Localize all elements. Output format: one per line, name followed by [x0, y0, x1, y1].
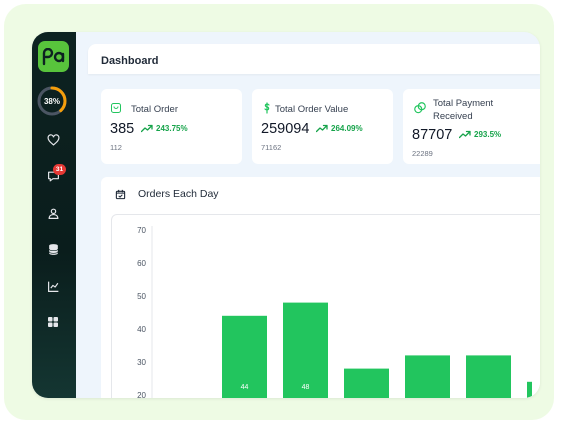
- trending-up-icon: [316, 124, 328, 133]
- stat-growth-value: 243.75%: [156, 124, 188, 133]
- stat-sub: 22289: [412, 149, 433, 158]
- heart-icon[interactable]: [45, 132, 61, 148]
- progress-ring: [37, 86, 67, 116]
- logo[interactable]: [38, 41, 69, 72]
- stat-growth: 264.09%: [316, 124, 363, 133]
- y-tick-label: 70: [137, 226, 146, 235]
- stat-card-total-payment[interactable]: Total Payment Received 87707 293.5% 2228…: [403, 89, 540, 164]
- chart-bar[interactable]: [527, 381, 532, 398]
- stat-card-total-order-value[interactable]: Total Order Value 259094 264.09% 71162: [252, 89, 393, 164]
- chart-bar[interactable]: [405, 355, 450, 398]
- orders-chart-card: Orders Each Day 70 60 50 40 30 20 44 48: [101, 177, 540, 398]
- user-icon[interactable]: [45, 205, 61, 221]
- stat-growth-value: 293.5%: [474, 130, 502, 139]
- sidebar: 38% 31: [32, 32, 76, 398]
- bar-value-label: 44: [241, 384, 249, 391]
- stat-growth: 293.5%: [459, 130, 501, 139]
- y-tick-label: 20: [137, 391, 146, 398]
- chart-title: Orders Each Day: [138, 188, 219, 200]
- bar-value-label: 48: [302, 384, 310, 391]
- stat-label-line1: Total Payment: [433, 98, 494, 109]
- page-title: Dashboard: [101, 55, 159, 67]
- chart-bar[interactable]: [222, 315, 267, 398]
- y-tick-label: 30: [137, 358, 146, 367]
- grid-icon[interactable]: [45, 314, 61, 330]
- stat-label: Total Order Value: [275, 104, 349, 115]
- trending-up-icon: [141, 124, 153, 133]
- chart-bar[interactable]: [344, 368, 389, 398]
- chart-bar[interactable]: [283, 302, 328, 398]
- stat-value: 385: [110, 121, 135, 137]
- database-icon[interactable]: [45, 241, 61, 257]
- y-tick-label: 50: [137, 292, 146, 301]
- stat-label-line2: Received: [433, 111, 473, 122]
- y-tick-label: 60: [137, 259, 146, 268]
- stat-sub: 71162: [261, 143, 282, 152]
- stat-card-total-order[interactable]: Total Order 385 243.75% 112: [101, 89, 242, 164]
- dollar-icon: [264, 102, 270, 114]
- app-window: 38% 31 Dashboard T: [32, 32, 540, 398]
- stat-growth-value: 264.09%: [331, 124, 363, 133]
- stat-growth: 243.75%: [141, 124, 188, 133]
- chart-bar[interactable]: [466, 355, 511, 398]
- stat-label: Total Payment Received: [433, 97, 493, 123]
- bag-icon: [111, 103, 121, 113]
- notification-badge: 31: [53, 164, 66, 175]
- stat-label: Total Order: [131, 104, 178, 115]
- progress-label: 38%: [43, 96, 60, 106]
- bar-chart: 70 60 50 40 30 20 44 48: [137, 226, 532, 398]
- chart-line-icon[interactable]: [45, 278, 61, 294]
- stat-value: 87707: [412, 127, 453, 143]
- chart-area: 70 60 50 40 30 20 44 48: [111, 214, 540, 398]
- stat-value: 259094: [261, 121, 310, 137]
- calendar-check-icon: [115, 189, 126, 200]
- main-content: Dashboard Total Order 385 243.75% 112 To…: [88, 44, 540, 398]
- trending-up-icon: [459, 130, 471, 139]
- stat-sub: 112: [110, 143, 122, 152]
- header: Dashboard: [88, 44, 540, 74]
- y-tick-label: 40: [137, 325, 146, 334]
- logo-icon: [42, 47, 64, 65]
- coins-icon: [414, 102, 426, 114]
